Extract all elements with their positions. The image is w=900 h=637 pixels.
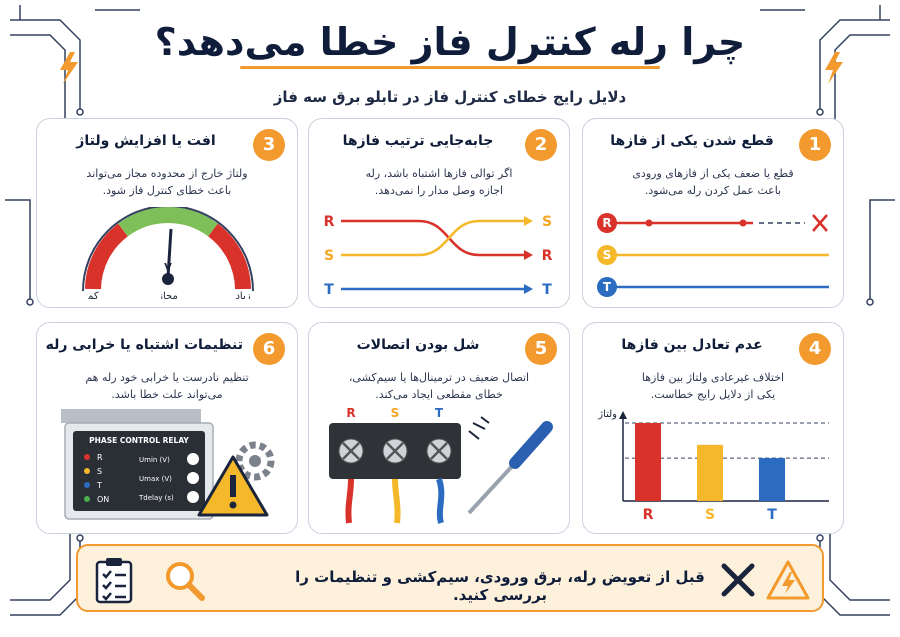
card-number: 4 (799, 333, 831, 365)
card-title: قطع شدن یکی از فازها (610, 133, 774, 149)
bar-R (635, 423, 661, 501)
title-block: چرا رله کنترل فاز خطا می‌دهد؟ (120, 20, 780, 69)
search-icon (166, 562, 205, 601)
card-description: اتصال ضعیف در ترمینال‌ها یا سیم‌کشی، خطای… (348, 371, 530, 401)
card-title: عدم تعادل بین فازها (621, 337, 763, 353)
bolt-icon (60, 52, 78, 84)
card-number: 1 (799, 129, 831, 161)
card-number: 5 (525, 333, 557, 365)
bolt-icon (825, 52, 843, 84)
phase-label: S (324, 248, 334, 264)
relay-illustration: PHASE CONTROL RELAY R S T ON Umin (V) Um… (61, 409, 275, 520)
card-description: تنظیم نادرست یا خرابی خود رله هم می‌تواند… (85, 371, 249, 401)
gauge-ok-label: مجاز (157, 291, 178, 299)
terminal-label: R (346, 406, 355, 420)
card-relay-settings: 6 تنظیمات اشتباه یا خرابی رله تنظیم نادر… (36, 322, 298, 534)
category-label-R: R (643, 507, 654, 523)
tools-icon (721, 563, 755, 597)
tip-bar: قبل از تعویض رله، برق ورودی، سیم‌کشی و ت… (76, 544, 824, 612)
phase-label: R (542, 248, 553, 264)
relay-label: PHASE CONTROL RELAY (89, 436, 189, 445)
card-title: جابه‌جایی ترتیب فازها (342, 133, 494, 149)
phase-label: T (542, 282, 552, 298)
phase-label: T (324, 282, 334, 298)
card-voltage: 3 افت یا افزایش ولتاژ ولتاژ خارج از محدو… (36, 118, 298, 308)
knob-label: Umax (V) (139, 475, 172, 483)
terminal-block-illustration: R S T (329, 406, 553, 524)
card-description: اختلاف غیرعادی ولتاژ بین فازها یکی از دلا… (641, 371, 785, 401)
card-title: تنظیمات اشتباه یا خرابی رله (45, 337, 243, 353)
knob-label: Tdelay (s) (138, 494, 174, 502)
card-title: افت یا افزایش ولتاژ (76, 133, 216, 149)
electric-warning-icon (766, 560, 810, 600)
tip-text: قبل از تعویض رله، برق ورودی، سیم‌کشی و ت… (295, 568, 705, 604)
bar-S (697, 444, 723, 501)
gauge-unit: V (164, 262, 172, 273)
gauge-high-label: زیاد (235, 291, 250, 299)
phase-label: R (324, 214, 335, 230)
phase-label: S (603, 248, 612, 262)
category-label-T: T (767, 507, 777, 523)
checklist-icon (95, 558, 133, 604)
card-phase-loss: 1 قطع شدن یکی از فازها قطع یا ضعف یکی از… (582, 118, 844, 308)
page-subtitle: دلایل رایج خطای کنترل فاز در تابلو برق س… (273, 88, 627, 106)
card-phase-sequence: 2 جابه‌جایی ترتیب فازها اگر توالی فازها … (308, 118, 570, 308)
title-underline (240, 66, 660, 69)
card-number: 6 (253, 333, 285, 365)
led-label: ON (97, 495, 109, 504)
terminal-label: T (435, 406, 444, 420)
phase-loss-diagram: R S T (597, 213, 829, 297)
imbalance-bar-chart: ولتاژ R S T (597, 409, 829, 523)
phase-sequence-diagram: R S T S R T (324, 214, 553, 298)
phase-label: T (603, 280, 612, 294)
card-number: 2 (525, 129, 557, 161)
card-description: قطع یا ضعف یکی از فازهای ورودی باعث عمل ک… (632, 167, 794, 197)
led-label: R (97, 453, 103, 462)
category-label-S: S (705, 507, 715, 523)
phase-label: R (602, 216, 611, 230)
warning-icon (197, 455, 269, 517)
card-loose-connections: 5 شل بودن اتصالات اتصال ضعیف در ترمینال‌… (308, 322, 570, 534)
card-description: اگر توالی فازها اشتباه باشد، رله اجازه وص… (365, 167, 513, 197)
led-label: T (96, 481, 102, 490)
card-title: شل بودن اتصالات (356, 337, 480, 353)
phase-label: S (542, 214, 552, 230)
card-imbalance: 4 عدم تعادل بین فازها اختلاف غیرعادی ولت… (582, 322, 844, 534)
knob-label: Umin (V) (139, 456, 170, 464)
card-number: 3 (253, 129, 285, 161)
page-title: چرا رله کنترل فاز خطا می‌دهد؟ (154, 20, 746, 64)
led-label: S (97, 467, 102, 476)
terminal-label: S (391, 406, 400, 420)
screwdriver-icon (467, 421, 553, 515)
card-description: ولتاژ خارج از محدوده مجاز می‌تواند باعث خ… (86, 167, 248, 197)
gauge-low-label: کم (87, 291, 99, 299)
gear-icon (235, 441, 275, 481)
close-icon (812, 214, 828, 232)
voltage-gauge: V کم مجاز زیاد (82, 207, 254, 299)
bar-T (759, 458, 785, 501)
chart-ylabel: ولتاژ (597, 409, 617, 420)
